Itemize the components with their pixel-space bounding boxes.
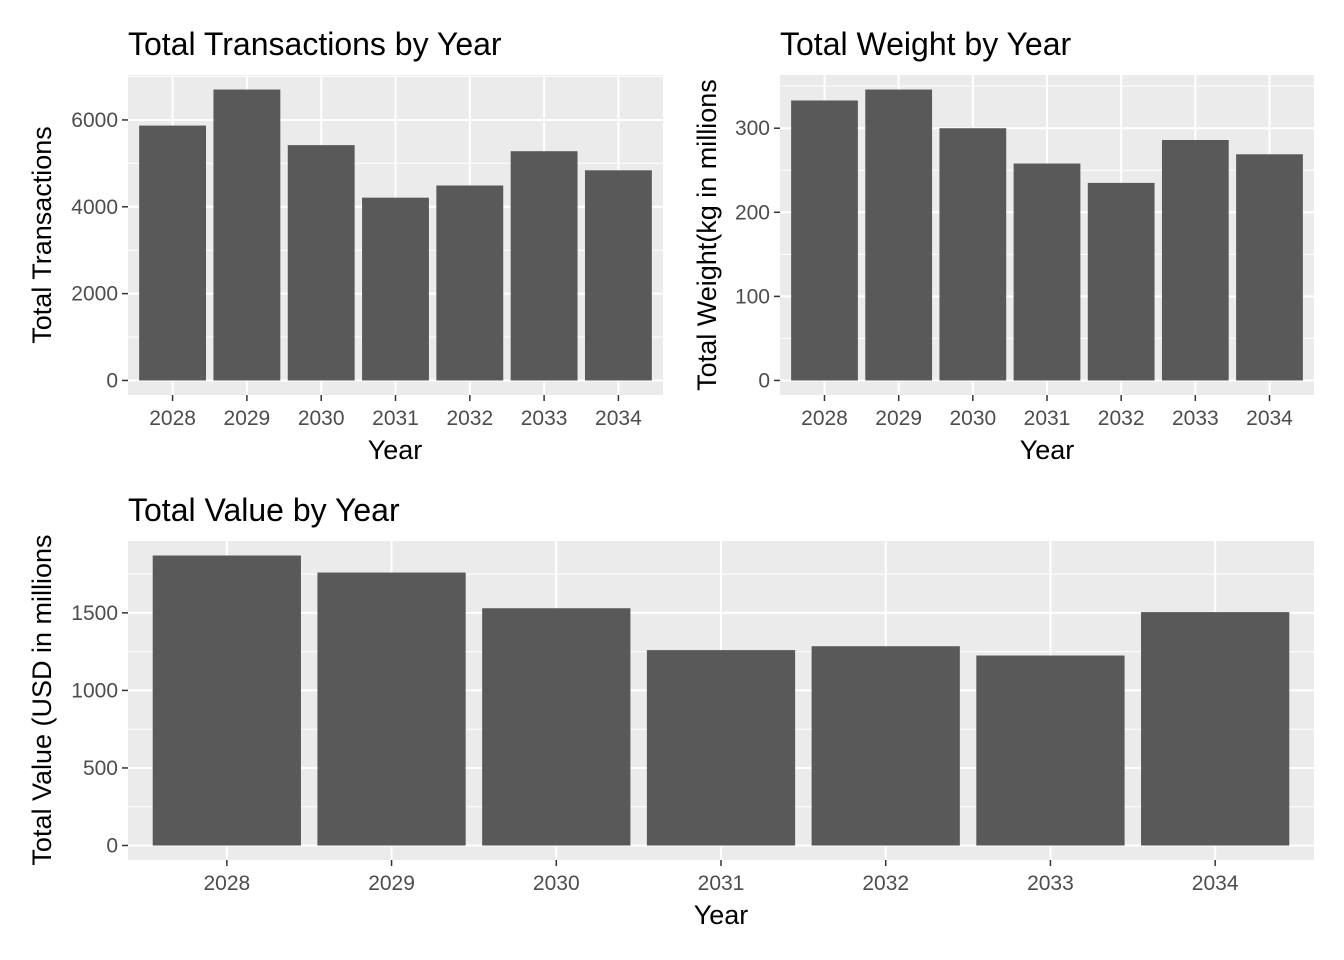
weight-x-tick-label: 2028: [801, 407, 848, 430]
value-y-tick-label: 1500: [71, 602, 118, 625]
transactions-x-tick-label: 2029: [224, 407, 271, 430]
value-x-tick-label: 2030: [533, 872, 580, 895]
transactions-bar-2034: [584, 170, 652, 381]
value-bar-2030: [482, 608, 631, 846]
value-x-tick-label: 2033: [1027, 872, 1074, 895]
value-bar-2031: [646, 650, 796, 846]
transactions-x-tick-label: 2028: [149, 407, 196, 430]
value-x-tick-label: 2032: [862, 872, 909, 895]
weight-bar-2032: [1087, 182, 1155, 381]
value-plot-layer: 0 500 1000 1500 2028 2029 2030 2031 2032 2033 2034: [71, 541, 1314, 895]
weight-x-tick-label: 2034: [1246, 407, 1293, 430]
value-chart-title: Total Value by Year: [128, 492, 400, 528]
transactions-chart: Total Transactions by Year 0 2000 4000 6000…: [27, 26, 663, 465]
weight-bar-2028: [791, 100, 858, 381]
weight-y-tick-label: 100: [735, 285, 770, 308]
weight-plot-layer: 0 100 200 300 2028 2029 2030 2031 2032 2033 2034: [735, 75, 1314, 430]
value-bar-2032: [811, 646, 960, 846]
transactions-x-axis-label: Year: [368, 435, 423, 465]
weight-x-tick-label: 2033: [1172, 407, 1219, 430]
weight-y-tick-label: 200: [735, 201, 770, 224]
transactions-x-tick-label: 2033: [521, 407, 568, 430]
value-bar-2028: [152, 555, 301, 846]
weight-x-tick-label: 2032: [1098, 407, 1145, 430]
transactions-y-tick-label: 2000: [71, 283, 118, 306]
transactions-plot-layer: 0 2000 4000 6000 2028 2029 2030 2031 2032 2033 203…: [71, 75, 663, 430]
transactions-bar-2033: [510, 151, 578, 381]
value-x-tick-label: 2029: [368, 872, 415, 895]
weight-y-tick-label: 300: [735, 117, 770, 140]
transactions-x-tick-label: 2034: [595, 407, 642, 430]
weight-y-axis-label: Total Weight(kg in millions: [692, 79, 722, 391]
transactions-bar-2032: [436, 185, 504, 381]
weight-x-tick-label: 2030: [949, 407, 996, 430]
weight-bar-2029: [865, 89, 933, 381]
value-y-tick-label: 1000: [71, 679, 118, 702]
weight-chart-title: Total Weight by Year: [780, 26, 1072, 62]
value-y-axis-label: Total Value (USD in millions: [27, 534, 57, 865]
transactions-bar-2029: [213, 89, 281, 381]
value-bar-2029: [317, 572, 466, 846]
weight-x-axis-label: Year: [1020, 435, 1075, 465]
weight-x-tick-label: 2031: [1024, 407, 1071, 430]
transactions-y-tick-label: 6000: [71, 109, 118, 132]
transactions-x-tick-label: 2032: [446, 407, 493, 430]
value-bar-2033: [976, 655, 1125, 846]
transactions-chart-title: Total Transactions by Year: [128, 26, 502, 62]
transactions-y-axis-label: Total Transactions: [27, 126, 57, 344]
value-x-tick-label: 2031: [698, 872, 745, 895]
transactions-x-tick-label: 2031: [372, 407, 419, 430]
weight-bar-2033: [1161, 139, 1229, 381]
value-chart: Total Value by Year 0 500 1000 1500 2028 2029…: [27, 492, 1314, 930]
value-x-tick-label: 2034: [1192, 872, 1239, 895]
transactions-bar-2031: [362, 197, 429, 381]
weight-y-tick-label: 0: [758, 369, 770, 392]
weight-bar-2031: [1013, 163, 1081, 381]
transactions-bar-2030: [287, 145, 355, 381]
weight-chart: Total Weight by Year 0 100 200 300 2028 2029 2…: [692, 26, 1314, 465]
value-x-axis-label: Year: [694, 900, 749, 930]
value-x-tick-label: 2028: [203, 872, 250, 895]
weight-x-tick-label: 2029: [875, 407, 922, 430]
transactions-y-tick-label: 0: [106, 369, 118, 392]
value-y-tick-label: 0: [106, 835, 118, 858]
weight-bar-2034: [1236, 154, 1303, 381]
transactions-x-tick-label: 2030: [298, 407, 345, 430]
value-y-tick-label: 500: [83, 757, 118, 780]
transactions-y-tick-label: 4000: [71, 196, 118, 219]
transactions-bar-2028: [139, 125, 207, 381]
value-bar-2034: [1141, 612, 1290, 846]
weight-bar-2030: [939, 128, 1007, 381]
